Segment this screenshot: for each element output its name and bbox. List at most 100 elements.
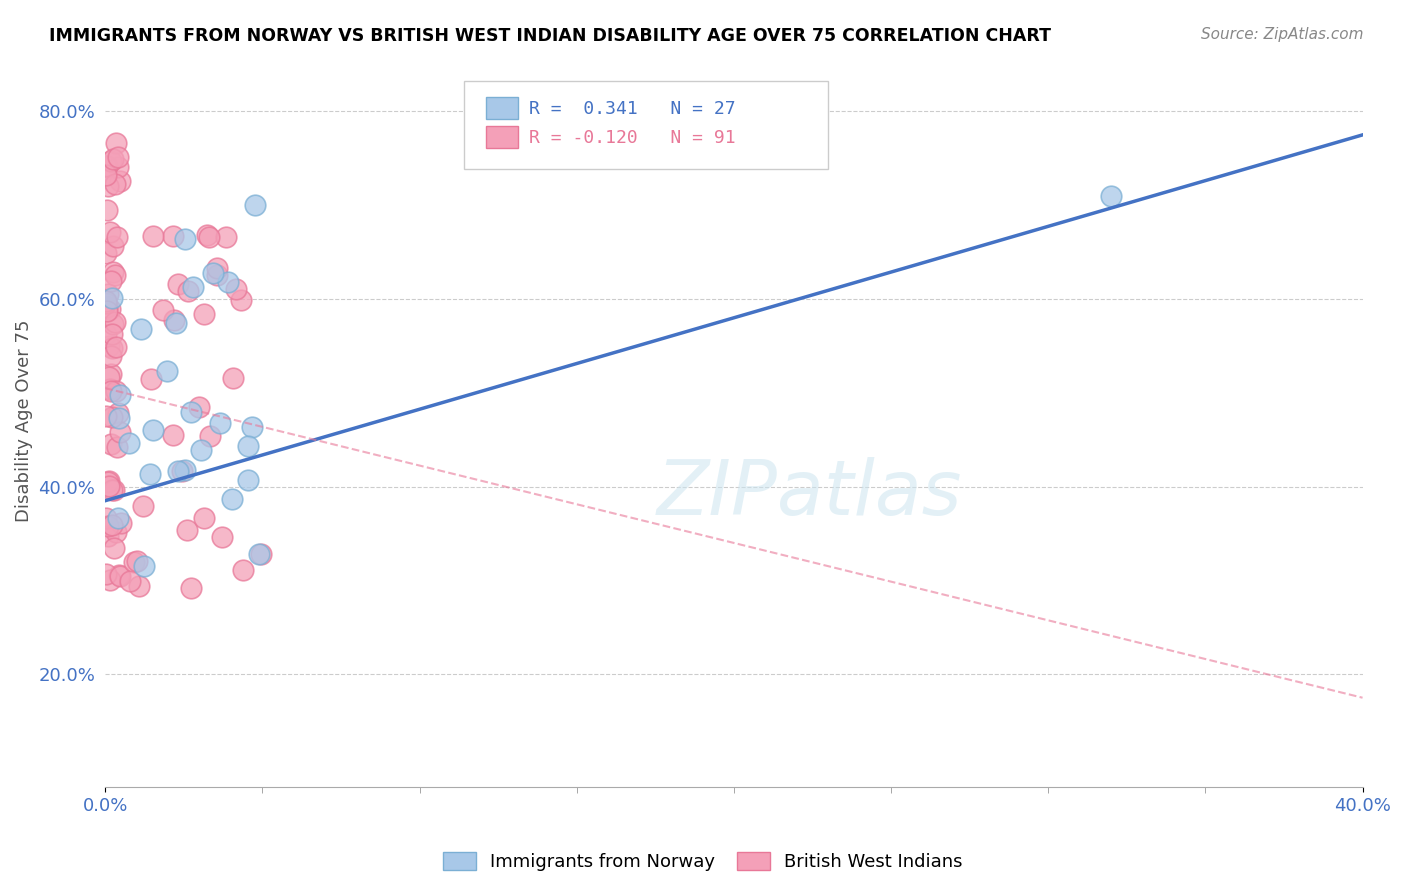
- Point: [105, 441, 128, 455]
- Point: [166, 277, 188, 292]
- Point: [225, 282, 247, 296]
- Point: [201, 266, 224, 280]
- Point: [108, 425, 131, 439]
- Point: [127, 554, 149, 568]
- Point: [101, 238, 124, 252]
- Point: [238, 438, 260, 452]
- Point: [207, 268, 229, 282]
- Point: [138, 467, 160, 481]
- Point: [211, 530, 233, 544]
- Point: [142, 228, 165, 243]
- Point: [176, 523, 198, 537]
- Point: [105, 230, 128, 244]
- Point: [104, 177, 127, 191]
- Point: [98, 479, 121, 493]
- Point: [107, 511, 129, 525]
- Point: [243, 198, 266, 212]
- Point: [124, 555, 146, 569]
- Point: [174, 463, 197, 477]
- Point: [101, 517, 124, 532]
- Point: [129, 321, 152, 335]
- Point: [107, 160, 129, 174]
- Point: [107, 406, 129, 420]
- Point: [94, 326, 117, 341]
- Point: [187, 400, 209, 414]
- FancyBboxPatch shape: [486, 97, 517, 119]
- Legend: Immigrants from Norway, British West Indians: Immigrants from Norway, British West Ind…: [436, 845, 970, 879]
- Point: [98, 225, 121, 239]
- Point: [101, 291, 124, 305]
- Point: [162, 427, 184, 442]
- Point: [108, 174, 131, 188]
- Point: [221, 492, 243, 507]
- Point: [229, 293, 252, 307]
- Point: [132, 558, 155, 573]
- Point: [132, 499, 155, 513]
- Point: [104, 384, 127, 398]
- Point: [128, 579, 150, 593]
- Point: [104, 315, 127, 329]
- Point: [100, 483, 122, 497]
- Text: ZIPatlas: ZIPatlas: [657, 458, 962, 531]
- Point: [98, 474, 121, 488]
- Point: [96, 159, 118, 173]
- Point: [105, 136, 128, 151]
- Point: [98, 370, 121, 384]
- Point: [96, 202, 118, 217]
- Text: IMMIGRANTS FROM NORWAY VS BRITISH WEST INDIAN DISABILITY AGE OVER 75 CORRELATION: IMMIGRANTS FROM NORWAY VS BRITISH WEST I…: [49, 27, 1052, 45]
- Point: [108, 411, 131, 425]
- Point: [100, 153, 122, 168]
- Point: [198, 230, 221, 244]
- FancyBboxPatch shape: [464, 81, 828, 169]
- Point: [100, 436, 122, 450]
- Text: R =  0.341   N = 27: R = 0.341 N = 27: [529, 100, 735, 118]
- Point: [98, 339, 121, 353]
- Point: [97, 286, 120, 301]
- Point: [104, 341, 127, 355]
- Point: [100, 384, 122, 398]
- Y-axis label: Disability Age Over 75: Disability Age Over 75: [15, 319, 32, 522]
- Point: [195, 228, 218, 243]
- Point: [96, 566, 118, 581]
- Point: [104, 268, 127, 282]
- Point: [100, 367, 122, 381]
- Point: [208, 416, 231, 430]
- Point: [162, 228, 184, 243]
- Point: [190, 443, 212, 458]
- Point: [180, 404, 202, 418]
- Point: [96, 296, 118, 310]
- Point: [215, 229, 238, 244]
- Point: [118, 436, 141, 450]
- Point: [101, 327, 124, 342]
- Point: [97, 518, 120, 533]
- Point: [142, 423, 165, 437]
- Point: [110, 516, 132, 530]
- Point: [156, 364, 179, 378]
- Point: [103, 265, 125, 279]
- Point: [97, 529, 120, 543]
- Point: [250, 547, 273, 561]
- Point: [238, 473, 260, 487]
- Point: [101, 152, 124, 166]
- FancyBboxPatch shape: [486, 126, 517, 148]
- Point: [176, 284, 198, 298]
- Point: [198, 429, 221, 443]
- Point: [217, 276, 239, 290]
- Point: [97, 179, 120, 194]
- Point: [120, 574, 142, 589]
- Point: [98, 573, 121, 587]
- Point: [94, 169, 117, 183]
- Point: [165, 316, 187, 330]
- Point: [107, 150, 129, 164]
- Point: [94, 293, 117, 308]
- Point: [98, 382, 121, 396]
- Point: [98, 301, 121, 316]
- Point: [94, 159, 117, 173]
- Point: [193, 510, 215, 524]
- Point: [247, 547, 270, 561]
- Point: [163, 313, 186, 327]
- Point: [152, 303, 174, 318]
- Point: [103, 483, 125, 497]
- Point: [101, 317, 124, 331]
- Point: [108, 388, 131, 402]
